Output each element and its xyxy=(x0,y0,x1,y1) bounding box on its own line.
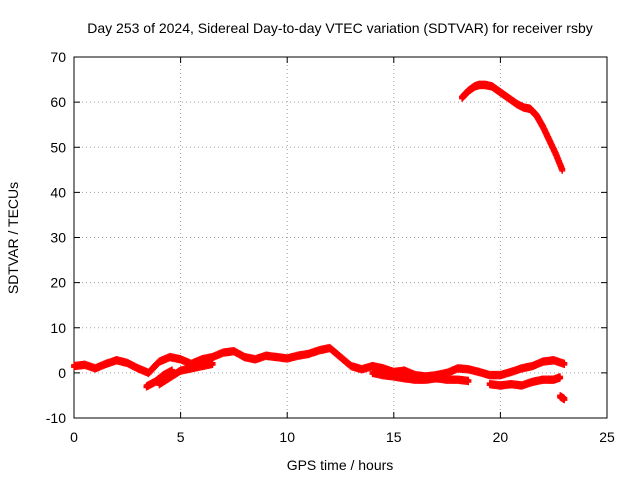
x-tick-label: 0 xyxy=(70,429,78,445)
x-axis-label: GPS time / hours xyxy=(287,457,394,473)
y-tick-label: 0 xyxy=(58,365,66,381)
series-lower-branch xyxy=(143,366,176,391)
data-point xyxy=(557,375,564,382)
y-tick-label: 50 xyxy=(50,139,66,155)
x-tick-label: 5 xyxy=(177,429,185,445)
data-point xyxy=(559,168,566,175)
data-point xyxy=(561,397,568,404)
x-tick-label: 25 xyxy=(599,429,615,445)
y-tick-label: -10 xyxy=(46,410,66,426)
x-tick-label: 10 xyxy=(279,429,295,445)
series-secondary-trace xyxy=(156,359,216,389)
data-point xyxy=(209,362,216,369)
data-point xyxy=(169,368,176,375)
y-axis-label: SDTVAR / TECUs xyxy=(5,182,21,294)
x-tick-label: 15 xyxy=(386,429,402,445)
series-main-trace xyxy=(71,343,568,381)
x-tick-label: 20 xyxy=(493,429,509,445)
series-lower-branch-3 xyxy=(486,373,564,390)
chart-title: Day 253 of 2024, Sidereal Day-to-day VTE… xyxy=(87,20,593,36)
data-marks xyxy=(71,80,568,404)
plot-frame xyxy=(73,56,608,419)
y-tick-label: 60 xyxy=(50,94,66,110)
series-isolated-points xyxy=(557,392,568,404)
y-tick-label: 20 xyxy=(50,275,66,291)
data-point xyxy=(561,362,568,369)
y-tick-label: 30 xyxy=(50,230,66,246)
y-tick-label: 40 xyxy=(50,184,66,200)
series-lower-branch-2 xyxy=(369,368,472,386)
y-tick-label: 70 xyxy=(50,49,66,65)
y-tick-label: 10 xyxy=(50,320,66,336)
series-high-arc xyxy=(459,80,566,175)
data-point xyxy=(465,379,472,386)
